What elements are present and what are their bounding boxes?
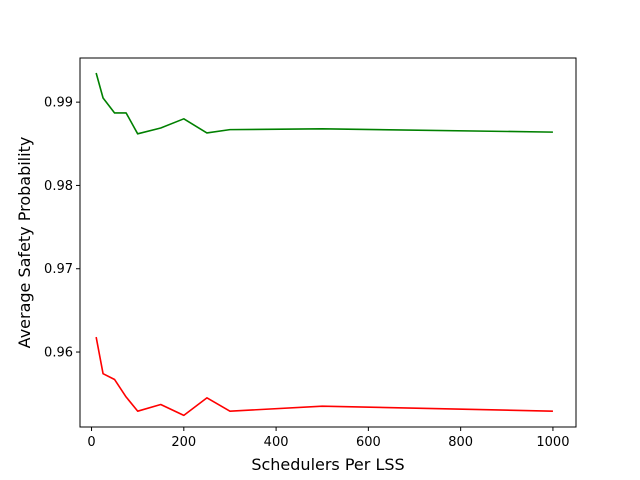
- y-tick-label: 0.96: [44, 346, 73, 361]
- x-tick-label: 1000: [536, 435, 569, 450]
- x-tick-label: 800: [448, 435, 473, 450]
- x-tick-label: 600: [356, 435, 381, 450]
- series-line-2: [95, 336, 553, 417]
- x-axis-label: Schedulers Per LSS: [251, 455, 404, 474]
- series-line-1: [95, 72, 553, 135]
- x-tick-label: 0: [87, 435, 95, 450]
- y-tick-label: 0.99: [44, 96, 73, 111]
- plot-frame: [79, 57, 577, 428]
- y-axis-label: Average Safety Probability: [15, 137, 34, 349]
- y-tick-label: 0.97: [44, 262, 73, 277]
- x-tick-label: 400: [264, 435, 289, 450]
- series-layer: [95, 72, 553, 417]
- y-tick-label: 0.98: [44, 179, 73, 194]
- tick-layer: 0 200 400 600 800 1000 0.96 0.97 0.98 0.99: [44, 96, 569, 450]
- x-tick-label: 200: [171, 435, 196, 450]
